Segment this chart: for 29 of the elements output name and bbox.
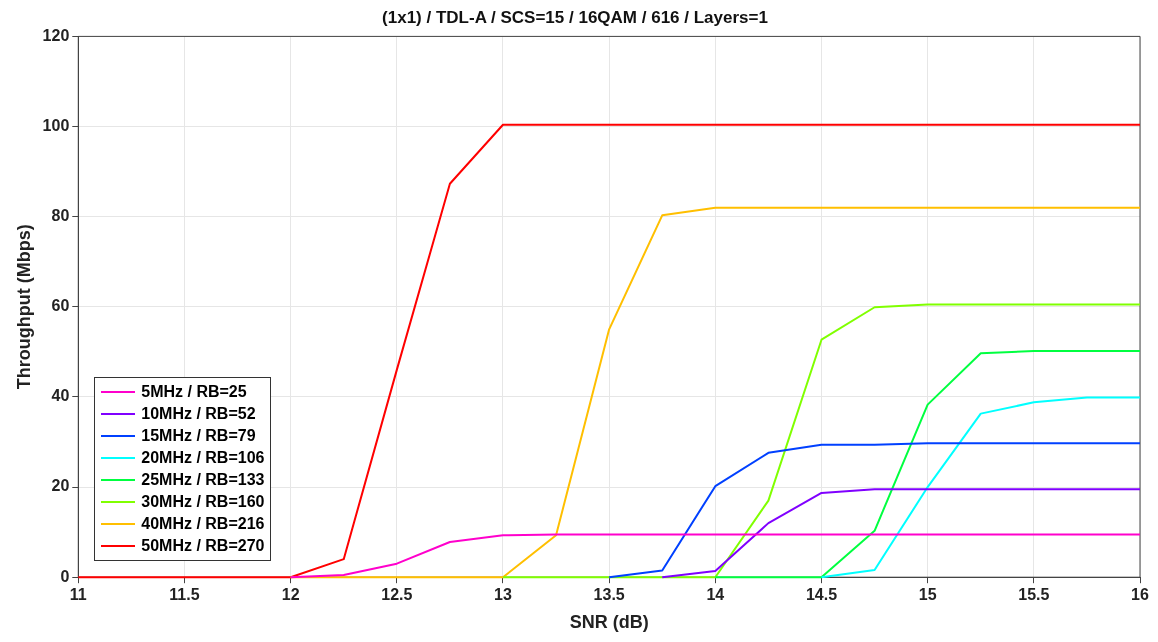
legend-label: 25MHz / RB=133	[141, 471, 265, 490]
y-tick-label: 0	[60, 567, 70, 585]
legend-label: 15MHz / RB=79	[141, 427, 256, 446]
legend-label: 50MHz / RB=270	[141, 537, 265, 556]
x-tick-label: 13.5	[593, 586, 625, 604]
legend-label: 20MHz / RB=106	[141, 449, 265, 468]
x-tick-label: 13	[494, 586, 512, 604]
x-tick-label: 12.5	[381, 586, 413, 604]
y-tick-label: 20	[51, 477, 70, 495]
legend-label: 40MHz / RB=216	[141, 515, 265, 534]
x-tick-label: 15	[918, 586, 937, 604]
x-tick-label: 14	[706, 586, 725, 604]
chart-title: (1x1) / TDL-A / SCS=15 / 16QAM / 616 / Layers=1	[382, 7, 768, 27]
y-tick-label: 100	[42, 116, 70, 134]
x-tick-label: 11	[69, 586, 87, 604]
x-tick-label: 12	[281, 586, 300, 604]
legend-label: 30MHz / RB=160	[141, 493, 265, 512]
x-axis-title: SNR (dB)	[569, 612, 649, 633]
x-tick-label: 15.5	[1018, 586, 1050, 604]
y-tick-label: 120	[42, 26, 70, 44]
y-tick-label: 40	[51, 387, 70, 405]
x-tick-label: 14.5	[805, 586, 838, 604]
legend-label: 10MHz / RB=52	[141, 405, 256, 424]
legend-label: 5MHz / RB=25	[141, 383, 247, 402]
y-tick-label: 80	[51, 207, 70, 225]
x-tick-label: 16	[1131, 586, 1149, 604]
y-axis-title: Throughput (Mbps)	[13, 224, 34, 390]
x-tick-label: 11.5	[169, 586, 200, 604]
y-tick-label: 60	[51, 297, 70, 315]
